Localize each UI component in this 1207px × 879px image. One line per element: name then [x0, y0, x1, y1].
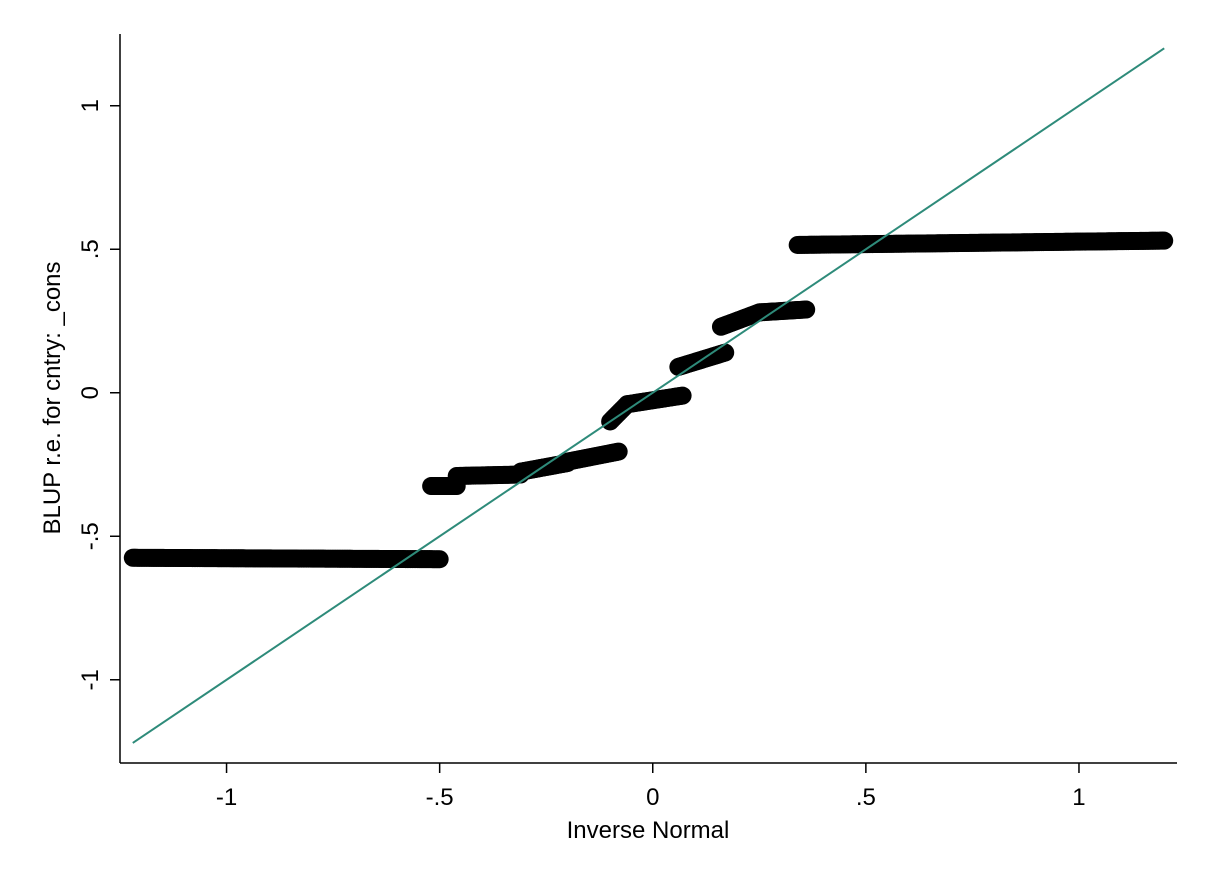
data-point: [430, 550, 449, 569]
x-tick-label: 0: [646, 784, 659, 811]
x-axis-title: Inverse Normal: [567, 817, 730, 844]
y-axis-title: BLUP r.e. for cntry: _cons: [39, 261, 66, 534]
y-tick-label: -.5: [77, 522, 104, 550]
y-tick-label: 1: [77, 99, 104, 112]
data-point: [716, 343, 735, 362]
x-axis: -1 -.5 0 .5 1: [120, 762, 1177, 811]
y-tick-label: .5: [77, 239, 104, 259]
reference-line: [132, 47, 1165, 744]
x-tick-label: 1: [1072, 784, 1085, 811]
data-points: [123, 231, 1174, 569]
y-tick-label: -1: [77, 669, 104, 690]
data-point: [609, 442, 628, 461]
y-tick-label: 0: [77, 386, 104, 399]
x-tick-label: .5: [856, 784, 876, 811]
x-tick-label: -.5: [426, 784, 454, 811]
data-point: [1155, 231, 1174, 250]
y-axis: -1 -.5 0 .5 1: [77, 34, 121, 763]
data-point: [673, 386, 692, 405]
x-tick-label: -1: [216, 784, 237, 811]
data-point: [797, 300, 816, 319]
